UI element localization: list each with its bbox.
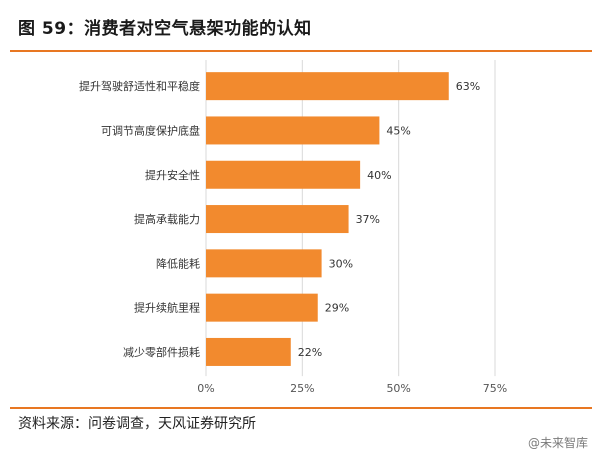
x-tick-label: 25% [290, 382, 314, 395]
data-label: 63% [456, 80, 480, 93]
data-label: 40% [367, 169, 391, 182]
category-label: 提升驾驶舒适性和平稳度 [79, 79, 200, 93]
x-tick-label: 0% [197, 382, 214, 395]
category-label: 降低能耗 [156, 256, 200, 270]
bar-chart: 0% 25% 50% 75% 提升驾驶舒适性和平稳度 63% 可调节高度保护底盘 45% 提升安… [10, 56, 592, 406]
data-label: 22% [298, 346, 322, 359]
bar [206, 160, 361, 189]
footer-divider [10, 407, 592, 409]
category-label: 可调节高度保护底盘 [101, 123, 200, 137]
source-note: 资料来源：问卷调查，天风证券研究所 [18, 416, 256, 432]
bar [206, 116, 380, 145]
bar [206, 293, 318, 322]
bar [206, 249, 322, 278]
category-label: 提高承载能力 [134, 212, 200, 226]
category-label: 减少零部件损耗 [123, 345, 200, 359]
bar [206, 205, 349, 234]
chart-canvas: 0% 25% 50% 75% 提升驾驶舒适性和平稳度 63% 可调节高度保护底盘 45% 提升安… [79, 60, 507, 395]
category-label: 提升安全性 [145, 168, 200, 182]
x-tick-label: 50% [386, 382, 410, 395]
figure-title: 图 59：消费者对空气悬架功能的认知 [18, 19, 312, 39]
x-tick-label: 75% [483, 382, 507, 395]
category-label: 提升续航里程 [134, 301, 200, 315]
bar [206, 72, 449, 101]
watermark: @未来智库 [527, 436, 588, 450]
data-label: 29% [325, 302, 349, 315]
data-label: 30% [329, 257, 353, 270]
data-label: 37% [356, 213, 380, 226]
data-label: 45% [386, 124, 410, 137]
title-bar: 图 59：消费者对空气悬架功能的认知 [10, 0, 592, 52]
bar [206, 337, 291, 366]
